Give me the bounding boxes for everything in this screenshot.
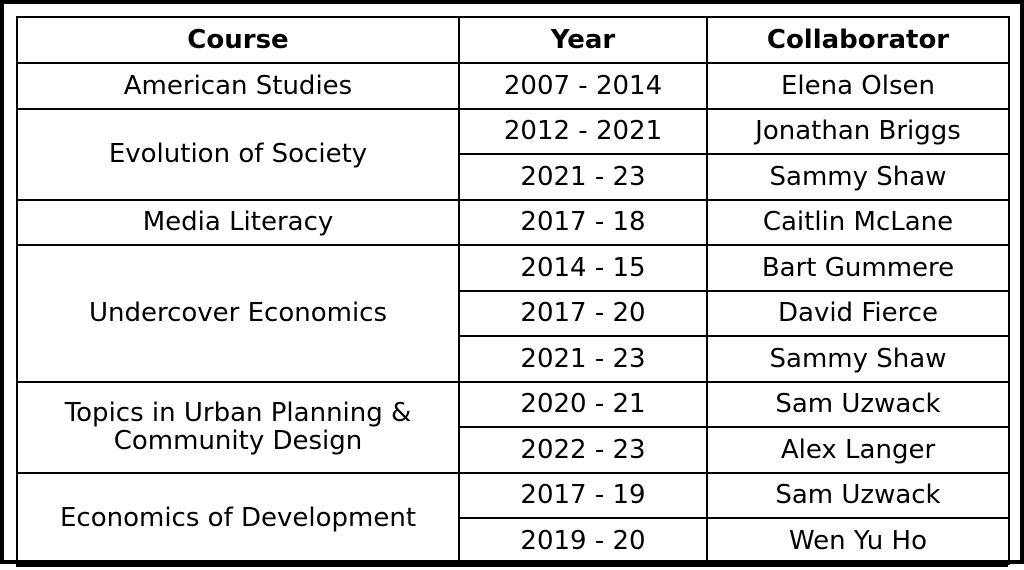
- year-cell: 2019 - 20: [458, 517, 708, 565]
- header-year: Year: [458, 16, 708, 64]
- course-cell: Undercover Economics: [16, 244, 460, 383]
- table-bottom-rule: [16, 564, 1008, 570]
- collaborator-cell: Wen Yu Ho: [706, 517, 1010, 565]
- course-cell: Economics of Development: [16, 471, 460, 565]
- table-row: Undercover Economics 2014 - 15 Bart Gumm…: [16, 244, 1010, 383]
- collaborator-cell: Sammy Shaw: [706, 153, 1010, 201]
- table-row: American Studies 2007 - 2014 Elena Olsen: [16, 62, 1010, 110]
- collaborator-cell: Alex Langer: [706, 426, 1010, 474]
- table-row: Topics in Urban Planning & Community Des…: [16, 380, 1010, 474]
- table-row: 2022 - 23 Alex Langer: [17, 426, 1010, 474]
- table-row: Economics of Development 2017 - 19 Sam U…: [16, 471, 1010, 565]
- collaborator-cell: Bart Gummere: [706, 244, 1010, 292]
- collaborator-cell: Caitlin McLane: [706, 198, 1010, 246]
- course-cell: Evolution of Society: [16, 107, 460, 201]
- collaborator-cell: Jonathan Briggs: [706, 107, 1010, 155]
- year-cell: 2021 - 23: [458, 153, 708, 201]
- collaborator-cell: David Fierce: [706, 289, 1010, 337]
- course-cell: Topics in Urban Planning & Community Des…: [16, 380, 460, 474]
- table-row: 2019 - 20 Wen Yu Ho: [17, 517, 1010, 565]
- table-row: Media Literacy 2017 - 18 Caitlin McLane: [16, 198, 1010, 246]
- header-collaborator: Collaborator: [706, 16, 1010, 64]
- table-row: 2017 - 20 David Fierce: [17, 289, 1010, 337]
- table-sheet: Course Year Collaborator American Studie…: [4, 4, 1020, 567]
- course-cell: Media Literacy: [16, 198, 460, 246]
- course-table: Course Year Collaborator American Studie…: [16, 16, 1010, 565]
- header-course: Course: [16, 16, 460, 64]
- collaborator-cell: Sam Uzwack: [706, 471, 1010, 519]
- table-row: 2021 - 23 Sammy Shaw: [17, 153, 1010, 201]
- table-row: 2021 - 23 Sammy Shaw: [17, 335, 1010, 383]
- year-cell: 2007 - 2014: [458, 62, 708, 110]
- course-cell: American Studies: [16, 62, 460, 110]
- year-cell: 2017 - 18: [458, 198, 708, 246]
- collaborator-cell: Sam Uzwack: [706, 380, 1010, 428]
- collaborator-cell: Elena Olsen: [706, 62, 1010, 110]
- table-row: Evolution of Society 2012 - 2021 Jonatha…: [16, 107, 1010, 201]
- collaborator-cell: Sammy Shaw: [706, 335, 1010, 383]
- year-cell: 2014 - 15: [458, 244, 708, 292]
- year-cell: 2022 - 23: [458, 426, 708, 474]
- year-cell: 2017 - 19: [458, 471, 708, 519]
- header-row: Course Year Collaborator: [16, 16, 1010, 64]
- year-cell: 2020 - 21: [458, 380, 708, 428]
- year-cell: 2021 - 23: [458, 335, 708, 383]
- year-cell: 2012 - 2021: [458, 107, 708, 155]
- year-cell: 2017 - 20: [458, 289, 708, 337]
